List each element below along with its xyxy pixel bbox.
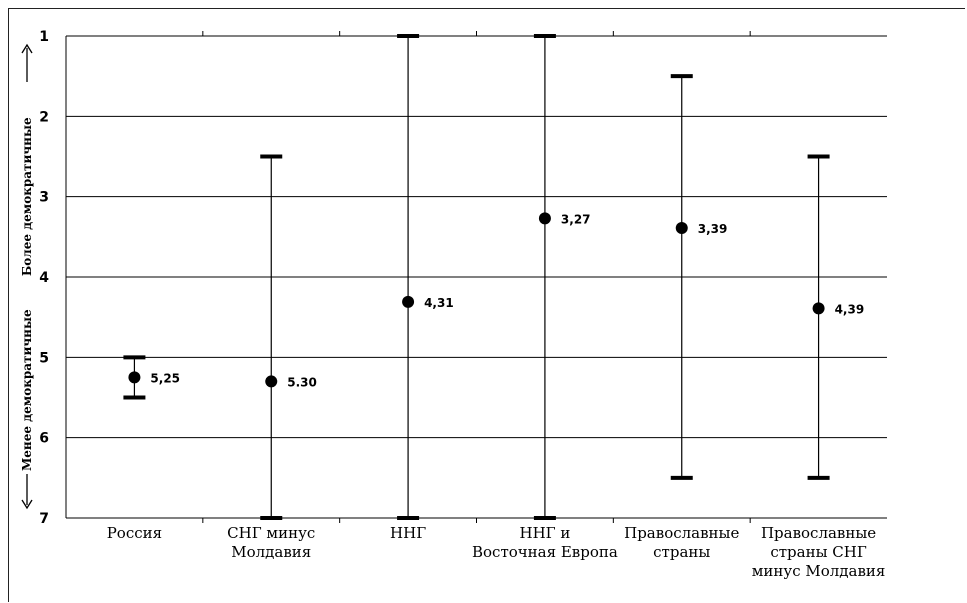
category-labels: Россия СНГ минус Молдавия ННГ ННГ и Восточная…: [107, 524, 886, 580]
category-label-line: СНГ минус: [227, 524, 315, 542]
category-label-line: минус Молдавия: [752, 562, 886, 580]
y-axis-label-bottom-arrow: [21, 474, 33, 510]
data-label: 3,39: [698, 222, 728, 236]
category-label: Россия: [107, 524, 162, 542]
y-axis-label-top: Более демократичные: [20, 117, 34, 276]
data-label: 3,27: [561, 212, 591, 226]
y-tick-label: 3: [39, 190, 49, 206]
category-label: ННГ и Восточная Европа: [472, 524, 618, 561]
category-label-line: Молдавия: [231, 543, 311, 561]
data-label: 4,31: [424, 296, 454, 310]
category-label-line: ННГ: [390, 524, 426, 542]
category-label: Православные страны СНГ минус Молдавия: [752, 524, 886, 580]
data-label: 4,39: [835, 302, 865, 316]
mean-point: [675, 221, 688, 234]
y-axis-label-top-arrow: [21, 43, 33, 82]
category-label-line: Россия: [107, 524, 162, 542]
y-tick-label: 5: [39, 350, 49, 366]
category-label-line: Православные: [761, 524, 876, 542]
category-label: СНГ минус Молдавия: [227, 524, 315, 561]
category-label-line: Православные: [624, 524, 739, 542]
y-axis-label-bottom: Менее демократичные: [20, 309, 34, 471]
data-marks: 5,25 5.30 4,31 3,27 3,39 4,39: [123, 34, 865, 520]
y-axis-label-top-group: Более демократичные: [20, 117, 34, 276]
mean-point: [265, 375, 278, 388]
data-label: 5,25: [150, 371, 180, 385]
y-axis-label-bottom-group: Менее демократичные: [20, 309, 34, 471]
category-label-line: страны: [653, 543, 710, 561]
category-label-line: ННГ и: [519, 524, 570, 542]
category-label: ННГ: [390, 524, 426, 542]
y-tick-label: 2: [39, 109, 49, 125]
data-label: 5.30: [287, 375, 317, 389]
chart-frame: [8, 8, 965, 602]
mean-point: [812, 302, 825, 315]
y-tick-label: 6: [39, 431, 49, 447]
y-tick-label: 7: [39, 511, 49, 527]
mean-point: [402, 295, 415, 308]
y-tick-label: 4: [39, 270, 49, 286]
category-label-line: страны СНГ: [770, 543, 867, 561]
axes: [65, 31, 887, 523]
category-label: Православные страны: [624, 524, 739, 561]
mean-point: [538, 212, 551, 225]
mean-point: [128, 371, 141, 384]
y-tick-label: 1: [39, 29, 49, 45]
gridlines: [66, 35, 887, 439]
y-tick-labels: 1 2 3 4 5 6 7: [39, 29, 49, 527]
category-label-line: Восточная Европа: [472, 543, 618, 561]
